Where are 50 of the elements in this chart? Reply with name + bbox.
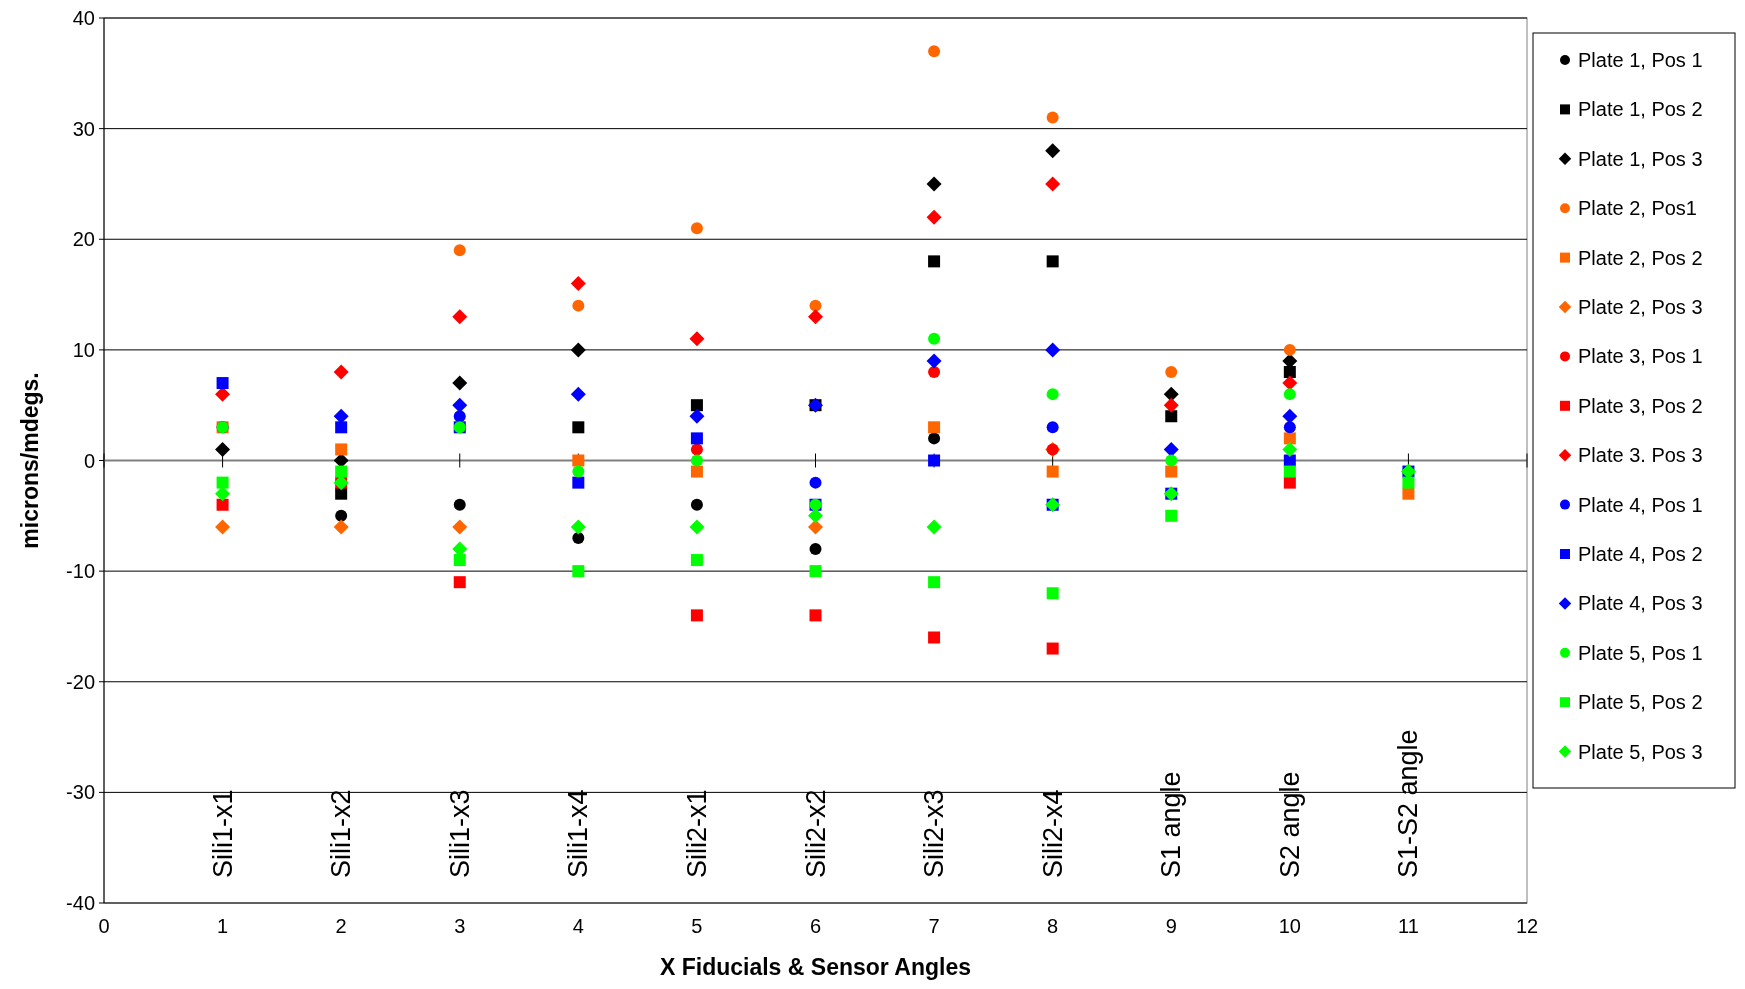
y-tick-label: -20: [66, 670, 95, 693]
x-tick-label: 11: [1398, 915, 1419, 937]
x-tick-label: 9: [1165, 915, 1177, 937]
legend-label: Plate 2, Pos 2: [1578, 246, 1703, 269]
y-tick-label: 10: [72, 338, 95, 361]
legend-label: Plate 5, Pos 2: [1578, 691, 1703, 714]
annotation: Sili1-x3: [444, 789, 475, 878]
legend-label: Plate 1, Pos 2: [1578, 98, 1703, 121]
legend-label: Plate 1, Pos 1: [1578, 49, 1703, 71]
annotation: Sili2-x4: [1037, 789, 1068, 878]
x-tick-label: 3: [454, 915, 466, 937]
legend-label: Plate 2, Pos1: [1578, 197, 1697, 220]
annotation: Sili1-x4: [563, 789, 594, 878]
x-tick-label: 4: [572, 915, 584, 937]
legend-label: Plate 4, Pos 2: [1578, 543, 1703, 565]
legend-label: Plate 3. Pos 3: [1578, 444, 1703, 467]
annotation: S1 angle: [1156, 771, 1187, 878]
x-tick-label: 7: [928, 915, 940, 937]
x-tick-label: 5: [691, 915, 703, 937]
legend-label: Plate 2, Pos 3: [1578, 296, 1703, 318]
legend-label: Plate 4, Pos 1: [1578, 493, 1703, 516]
legend-label: Plate 5, Pos 3: [1578, 740, 1703, 763]
legend-label: Plate 4, Pos 3: [1578, 592, 1703, 615]
x-tick-label: 1: [217, 915, 229, 937]
annotation: S2 angle: [1274, 771, 1305, 878]
annotation: Sili1-x2: [326, 789, 357, 878]
x-tick-label: 10: [1278, 915, 1301, 937]
legend-label: Plate 3, Pos 1: [1578, 345, 1703, 368]
x-tick-label: 2: [335, 915, 347, 937]
y-tick-label: 0: [83, 449, 95, 472]
annotation: Sili1-x1: [207, 789, 238, 878]
annotation: S1-S2 angle: [1393, 729, 1424, 878]
x-tick-label: 12: [1515, 915, 1539, 937]
annotation: Sili2-x3: [919, 789, 950, 878]
y-tick-label: -30: [66, 781, 95, 804]
x-tick-label: 8: [1047, 915, 1059, 937]
y-tick-label: -10: [66, 560, 95, 583]
y-tick-label: 40: [72, 7, 95, 29]
y-axis-title: microns/mdegs.: [17, 372, 43, 549]
legend-label: Plate 1, Pos 3: [1578, 147, 1703, 170]
x-tick-label: 6: [809, 915, 822, 937]
x-axis-title: X Fiducials & Sensor Angles: [659, 954, 972, 980]
y-tick-label: 30: [72, 117, 95, 140]
y-tick-label: 20: [72, 228, 95, 251]
legend-label: Plate 5, Pos 1: [1578, 641, 1703, 664]
annotation: Sili2-x1: [681, 789, 712, 878]
legend-label: Plate 3, Pos 2: [1578, 394, 1703, 417]
annotation: Sili2-x2: [800, 789, 831, 878]
y-tick-label: -40: [66, 892, 95, 914]
x-tick-label: 0: [98, 915, 110, 937]
